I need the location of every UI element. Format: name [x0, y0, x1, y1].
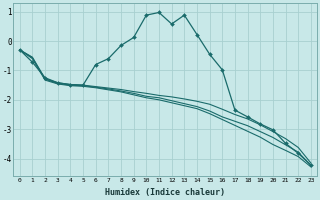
X-axis label: Humidex (Indice chaleur): Humidex (Indice chaleur)	[105, 188, 225, 197]
